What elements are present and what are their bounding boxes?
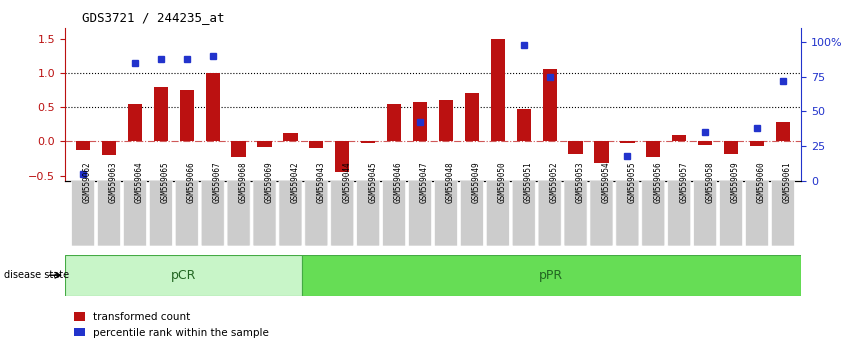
- Bar: [413, 102, 427, 142]
- FancyBboxPatch shape: [175, 181, 198, 246]
- FancyBboxPatch shape: [487, 181, 509, 246]
- Bar: [154, 87, 168, 142]
- Bar: [257, 142, 272, 147]
- Bar: [128, 104, 142, 142]
- Text: GSM559046: GSM559046: [394, 162, 403, 203]
- Bar: [65, 255, 301, 296]
- Text: GSM559068: GSM559068: [239, 162, 248, 203]
- FancyBboxPatch shape: [642, 181, 665, 246]
- FancyBboxPatch shape: [227, 181, 250, 246]
- FancyBboxPatch shape: [590, 181, 613, 246]
- Bar: [179, 90, 194, 142]
- Bar: [231, 142, 246, 156]
- Text: GSM559069: GSM559069: [264, 162, 274, 203]
- FancyBboxPatch shape: [746, 181, 768, 246]
- Bar: [542, 69, 557, 142]
- FancyBboxPatch shape: [357, 181, 379, 246]
- Bar: [568, 142, 583, 154]
- Bar: [205, 73, 220, 142]
- Bar: [517, 109, 531, 142]
- FancyBboxPatch shape: [616, 181, 639, 246]
- Text: GSM559044: GSM559044: [342, 162, 352, 203]
- FancyBboxPatch shape: [409, 181, 431, 246]
- FancyBboxPatch shape: [331, 181, 354, 246]
- Text: pCR: pCR: [171, 269, 196, 282]
- Text: GSM559049: GSM559049: [472, 162, 481, 203]
- FancyBboxPatch shape: [720, 181, 743, 246]
- FancyBboxPatch shape: [694, 181, 717, 246]
- FancyBboxPatch shape: [253, 181, 276, 246]
- Bar: [309, 142, 324, 148]
- FancyBboxPatch shape: [564, 181, 587, 246]
- Text: pPR: pPR: [540, 269, 564, 282]
- FancyBboxPatch shape: [149, 181, 172, 246]
- FancyBboxPatch shape: [72, 181, 94, 246]
- FancyBboxPatch shape: [383, 181, 405, 246]
- FancyBboxPatch shape: [305, 181, 328, 246]
- Bar: [698, 142, 712, 145]
- Text: GSM559047: GSM559047: [420, 162, 429, 203]
- Text: GSM559042: GSM559042: [290, 162, 300, 203]
- Text: GSM559043: GSM559043: [316, 162, 326, 203]
- Text: GSM559059: GSM559059: [731, 162, 740, 203]
- Bar: [102, 142, 116, 155]
- FancyBboxPatch shape: [538, 181, 561, 246]
- Text: GSM559053: GSM559053: [576, 162, 585, 203]
- Bar: [620, 142, 635, 143]
- Text: GSM559057: GSM559057: [679, 162, 688, 203]
- Bar: [283, 133, 298, 142]
- Text: GSM559056: GSM559056: [653, 162, 662, 203]
- Text: GSM559050: GSM559050: [498, 162, 507, 203]
- Text: disease state: disease state: [4, 270, 69, 280]
- Bar: [594, 142, 609, 164]
- Bar: [76, 142, 90, 150]
- FancyBboxPatch shape: [279, 181, 302, 246]
- FancyBboxPatch shape: [668, 181, 691, 246]
- Text: GSM559051: GSM559051: [524, 162, 533, 203]
- FancyBboxPatch shape: [512, 181, 535, 246]
- Legend: transformed count, percentile rank within the sample: transformed count, percentile rank withi…: [70, 308, 273, 342]
- Text: GDS3721 / 244235_at: GDS3721 / 244235_at: [82, 11, 225, 24]
- Bar: [335, 142, 349, 172]
- Bar: [465, 93, 479, 142]
- Text: GSM559066: GSM559066: [187, 162, 196, 203]
- FancyBboxPatch shape: [435, 181, 457, 246]
- Text: GSM559061: GSM559061: [783, 162, 792, 203]
- Text: GSM559054: GSM559054: [602, 162, 611, 203]
- FancyBboxPatch shape: [98, 181, 120, 246]
- Text: GSM559052: GSM559052: [550, 162, 559, 203]
- Text: GSM559065: GSM559065: [161, 162, 170, 203]
- Bar: [776, 122, 790, 142]
- Text: GSM559048: GSM559048: [446, 162, 455, 203]
- FancyBboxPatch shape: [772, 181, 794, 246]
- Text: GSM559062: GSM559062: [83, 162, 92, 203]
- Bar: [672, 135, 687, 142]
- Bar: [491, 39, 505, 142]
- Bar: [439, 100, 453, 142]
- Text: GSM559060: GSM559060: [757, 162, 766, 203]
- Text: GSM559067: GSM559067: [213, 162, 222, 203]
- Bar: [724, 142, 738, 154]
- Text: GSM559063: GSM559063: [109, 162, 118, 203]
- FancyBboxPatch shape: [123, 181, 146, 246]
- FancyBboxPatch shape: [461, 181, 483, 246]
- Text: GSM559064: GSM559064: [135, 162, 144, 203]
- Text: GSM559055: GSM559055: [627, 162, 637, 203]
- Text: GSM559045: GSM559045: [368, 162, 378, 203]
- FancyBboxPatch shape: [201, 181, 224, 246]
- Bar: [387, 104, 401, 142]
- Bar: [301, 255, 801, 296]
- Bar: [361, 142, 375, 143]
- Text: GSM559058: GSM559058: [705, 162, 714, 203]
- Bar: [646, 142, 661, 156]
- Bar: [750, 142, 764, 145]
